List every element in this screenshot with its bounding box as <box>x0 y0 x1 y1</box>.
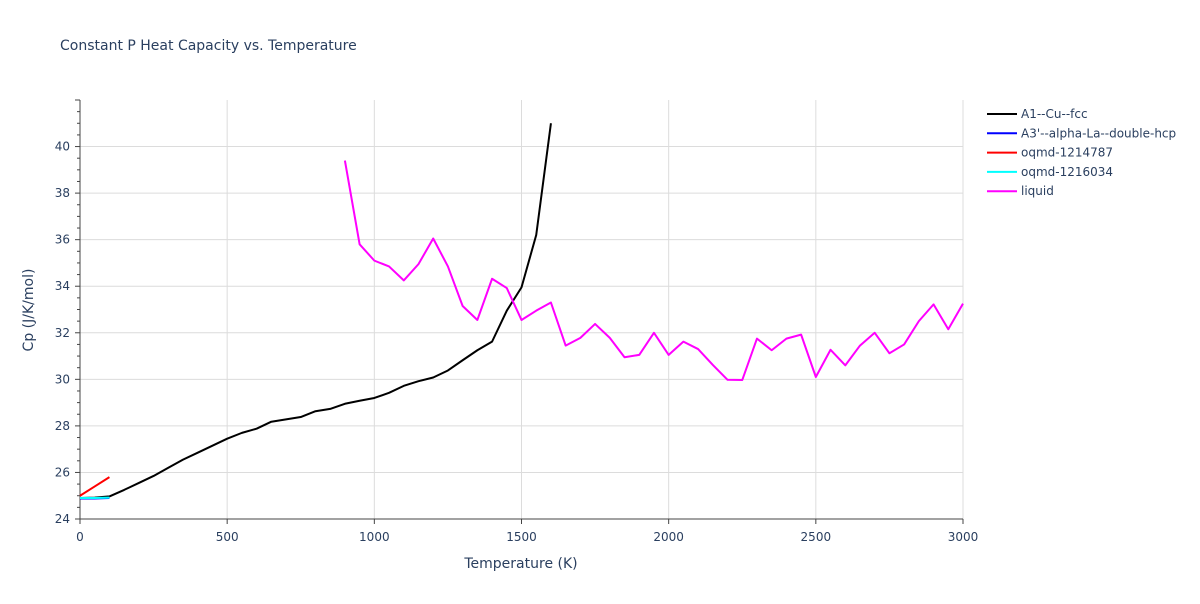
legend-label: liquid <box>1021 184 1054 198</box>
x-tick-label: 0 <box>76 530 84 544</box>
y-tick-label: 30 <box>55 372 70 386</box>
legend-label: A1--Cu--fcc <box>1021 107 1088 121</box>
legend[interactable]: A1--Cu--fcc A3'--alpha-La--double-hcp oqmd… <box>987 107 1176 198</box>
x-tick-label: 1000 <box>359 530 390 544</box>
grid <box>80 100 963 519</box>
x-tick-label: 2000 <box>653 530 684 544</box>
x-tick-label: 1500 <box>506 530 537 544</box>
x-tick-label: 3000 <box>948 530 979 544</box>
legend-label: oqmd-1216034 <box>1021 165 1113 179</box>
y-tick-label: 24 <box>55 512 70 526</box>
legend-label: oqmd-1214787 <box>1021 146 1113 160</box>
axes: 0 500 1000 1500 2000 2500 3000 24 26 28 30 32 34 36 38… <box>55 100 979 544</box>
legend-item-a1-cu-fcc[interactable]: A1--Cu--fcc <box>987 107 1088 121</box>
y-tick-label: 38 <box>55 186 70 200</box>
y-tick-label: 26 <box>55 465 70 479</box>
legend-item-a3-alpha-la-double-hcp[interactable]: A3'--alpha-La--double-hcp <box>987 126 1176 140</box>
y-tick-label: 28 <box>55 419 70 433</box>
x-tick-label: 2500 <box>801 530 832 544</box>
y-tick-label: 40 <box>55 140 70 154</box>
chart-title: Constant P Heat Capacity vs. Temperature <box>60 38 357 54</box>
series-line-oqmd-1214787[interactable] <box>80 477 109 496</box>
y-tick-label: 34 <box>55 279 70 293</box>
y-tick-label: 32 <box>55 326 70 340</box>
y-tick-label: 36 <box>55 233 70 247</box>
x-tick-label: 500 <box>216 530 239 544</box>
legend-item-oqmd-1214787[interactable]: oqmd-1214787 <box>987 146 1113 160</box>
legend-label: A3'--alpha-La--double-hcp <box>1021 126 1176 140</box>
y-axis-title: Cp (J/K/mol) <box>21 269 37 352</box>
x-axis-title: Temperature (K) <box>463 556 577 572</box>
legend-item-liquid[interactable]: liquid <box>987 184 1054 198</box>
legend-item-oqmd-1216034[interactable]: oqmd-1216034 <box>987 165 1113 179</box>
